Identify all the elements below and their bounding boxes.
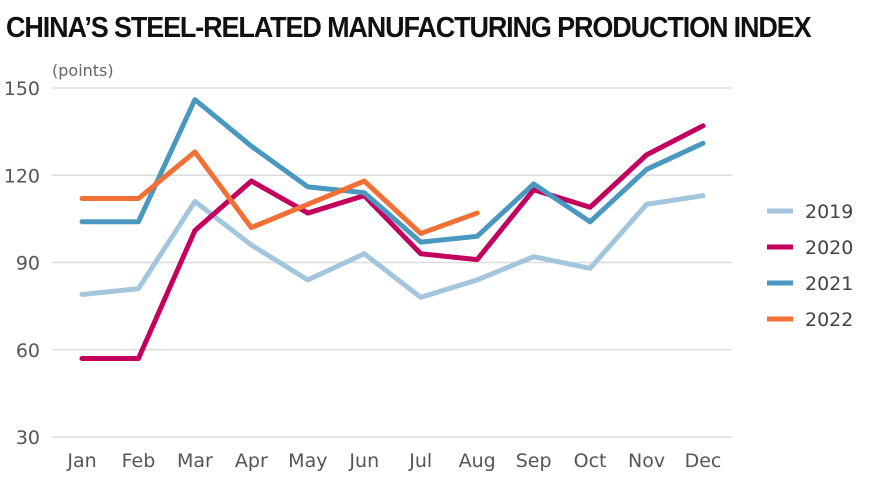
x-tick-label: Jul — [408, 450, 432, 472]
x-tick-label: Jan — [66, 450, 96, 472]
chart-title: CHINA’S STEEL-RELATED MANUFACTURING PROD… — [6, 12, 812, 44]
series-line-2022 — [79, 149, 480, 236]
x-tick-label: Aug — [459, 450, 496, 472]
x-tick-label: Sep — [516, 450, 552, 472]
y-axis-unit-label: (points) — [52, 61, 114, 80]
x-tick-label: Apr — [235, 450, 268, 472]
y-axis-ticks: 30 60 90 120 150 — [4, 78, 40, 449]
x-tick-label: Oct — [574, 450, 607, 472]
x-tick-label: Feb — [122, 450, 156, 472]
x-axis-ticks: Jan Feb Mar Apr May Jun Jul Aug Sep Oct Nov Dec — [66, 450, 721, 472]
legend-label-2022: 2022 — [805, 309, 853, 331]
y-tick-label: 60 — [16, 340, 40, 362]
x-tick-label: Dec — [685, 450, 722, 472]
x-tick-label: May — [288, 450, 327, 472]
legend: 2019 2020 2021 2022 — [767, 201, 853, 331]
legend-label-2019: 2019 — [805, 201, 853, 223]
y-tick-label: 30 — [16, 427, 40, 449]
y-tick-label: 150 — [4, 78, 40, 100]
x-tick-label: Jun — [348, 450, 379, 472]
series-line-2020 — [79, 123, 706, 361]
y-tick-label: 120 — [4, 165, 40, 187]
legend-label-2021: 2021 — [805, 273, 853, 295]
series-lines — [79, 97, 706, 361]
legend-label-2020: 2020 — [805, 237, 853, 259]
x-tick-label: Mar — [177, 450, 213, 472]
y-tick-label: 90 — [16, 253, 40, 275]
x-tick-label: Nov — [628, 450, 665, 472]
series-line-2021 — [79, 97, 706, 245]
series-line-2019 — [79, 193, 706, 300]
